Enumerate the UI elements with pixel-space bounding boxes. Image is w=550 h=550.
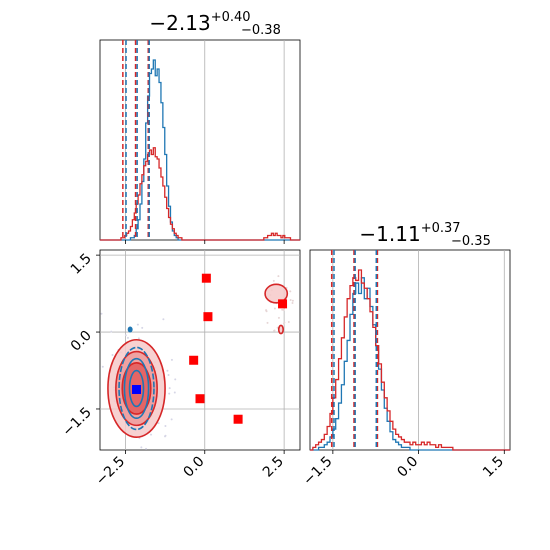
- histogram-series-1: [100, 147, 300, 241]
- panel-2-title-upper: +0.37: [421, 221, 461, 236]
- sample-point: [136, 323, 139, 326]
- sample-point: [174, 378, 177, 381]
- panel-2-quantile-lines: [330, 250, 379, 450]
- panel-2-title-value: −1.11: [359, 222, 420, 246]
- sample-point: [170, 358, 173, 361]
- histogram-series-1: [310, 269, 510, 451]
- panel-1-title-value: −2.13: [149, 11, 210, 35]
- joint-y-tick-label-0: −1.5: [59, 404, 94, 439]
- blue-contour-0: [118, 346, 155, 431]
- panel-1-title-upper: +0.40: [211, 10, 251, 25]
- joint-y-tick-label-2: 1.5: [68, 251, 95, 278]
- sample-point: [173, 391, 176, 394]
- red-marker-0: [201, 273, 211, 283]
- sample-point: [167, 373, 170, 376]
- joint-panel-markers: [132, 273, 288, 424]
- sample-point: [283, 321, 286, 324]
- sample-point: [164, 425, 167, 428]
- joint-panel: −2.5 0.0 2.5 −1.5 0.0 1.5: [59, 249, 301, 489]
- x-tick-label-1: 0.0: [394, 454, 421, 481]
- sample-point: [291, 299, 294, 302]
- red-marker-1: [203, 312, 213, 322]
- sample-point: [145, 447, 148, 450]
- sample-point: [166, 369, 169, 372]
- panel-1-title-lower: −0.38: [241, 23, 281, 38]
- red-marker-3: [195, 394, 205, 404]
- sample-point: [157, 422, 160, 425]
- red-contour-3: [264, 283, 289, 304]
- red-marker-5: [278, 299, 288, 309]
- sample-point: [126, 336, 129, 339]
- sample-point: [101, 365, 104, 368]
- sample-point: [282, 308, 285, 311]
- marginal-panel-1: −2.13+0.40 −0.38: [99, 10, 301, 244]
- blue-contour-2: [128, 369, 145, 408]
- sample-point: [164, 434, 167, 437]
- sample-point: [289, 290, 292, 293]
- red-marker-4: [233, 414, 243, 424]
- panel-1-quantile-lines: [122, 40, 150, 240]
- sample-point: [137, 337, 140, 340]
- sample-point: [124, 334, 127, 337]
- sample-point: [266, 321, 269, 324]
- joint-x-tick-label-1: 0.0: [181, 454, 208, 481]
- joint-x-tick-label-2: 2.5: [260, 454, 287, 481]
- panel-2-grid: [332, 250, 505, 450]
- sample-point: [277, 275, 280, 278]
- sample-point: [162, 318, 165, 321]
- sample-point: [265, 309, 268, 312]
- joint-x-tick-label-0: −2.5: [93, 454, 128, 489]
- panel-1-title: −2.13+0.40: [149, 10, 250, 35]
- x-tick-label-0: −1.5: [300, 454, 335, 489]
- panel-2-frame: [309, 249, 511, 451]
- panel-2-histograms: [310, 269, 510, 451]
- sample-point: [272, 279, 275, 282]
- panel-2-ticks: −1.5 0.0 1.5: [300, 450, 507, 489]
- sample-point: [277, 316, 280, 319]
- sample-point: [291, 302, 294, 305]
- sample-point: [141, 326, 144, 329]
- panel-2-title-lower: −0.35: [451, 234, 491, 249]
- blue-marker-0: [132, 384, 142, 394]
- sample-point: [140, 446, 143, 449]
- sample-point: [273, 329, 276, 332]
- x-tick-label-2: 1.5: [480, 454, 507, 481]
- panel-1-frame: [99, 39, 301, 241]
- sample-point: [170, 418, 173, 421]
- sample-point: [150, 433, 153, 436]
- blue-contour-1: [123, 357, 150, 420]
- sample-point: [287, 320, 290, 323]
- blue-contour-blob: [127, 326, 133, 333]
- panel-2-title: −1.11+0.37: [359, 221, 460, 246]
- red-contour-4: [277, 324, 284, 335]
- sample-point: [111, 354, 114, 357]
- sample-point: [281, 308, 284, 311]
- sample-point: [110, 330, 113, 333]
- sample-point: [100, 312, 103, 315]
- panel-1-ticks: [124, 240, 285, 244]
- sample-point: [168, 387, 171, 390]
- joint-y-tick-label-1: 0.0: [68, 328, 95, 355]
- panel-1-histograms: [100, 59, 300, 241]
- sample-point: [289, 298, 292, 301]
- marginal-panel-2: −1.5 0.0 1.5 −1.11+0.37 −0.35: [300, 221, 511, 489]
- red-marker-2: [189, 355, 199, 365]
- sample-point: [273, 307, 276, 310]
- sample-point: [168, 392, 171, 395]
